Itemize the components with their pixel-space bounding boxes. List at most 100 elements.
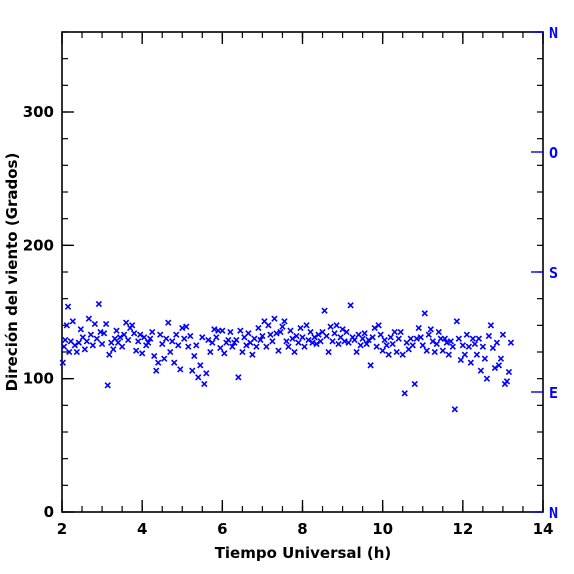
data-point [305, 336, 312, 344]
data-point [297, 324, 304, 332]
data-point [225, 336, 232, 344]
data-point-stroke [227, 328, 234, 336]
data-point-stroke [275, 347, 282, 354]
data-point-stroke [265, 322, 272, 329]
data-point-stroke [157, 331, 164, 338]
compass-label: S [549, 264, 558, 282]
data-point [85, 315, 93, 322]
data-point-stroke [110, 346, 117, 353]
data-point-stroke [323, 332, 330, 340]
data-point [377, 331, 384, 338]
data-point [281, 318, 288, 325]
data-point-stroke [381, 336, 388, 344]
data-point [287, 327, 294, 334]
data-point [120, 331, 128, 338]
data-point [373, 343, 380, 350]
data-point [483, 375, 491, 382]
data-point [339, 326, 346, 333]
data-point-stroke [75, 339, 83, 346]
data-point [491, 364, 499, 372]
data-point-stroke [211, 326, 218, 333]
data-point-stroke [449, 343, 456, 350]
data-point-stroke [267, 331, 274, 338]
data-point-stroke [139, 350, 146, 357]
data-point [363, 340, 370, 348]
data-point-stroke [209, 339, 216, 346]
data-point [104, 382, 111, 389]
data-point [132, 347, 140, 354]
data-point-stroke [161, 355, 168, 362]
data-point [118, 343, 126, 350]
data-point [469, 335, 477, 342]
data-point [116, 334, 124, 341]
data-point-stroke [193, 342, 200, 349]
data-point-stroke [475, 335, 483, 342]
data-point-stroke [507, 339, 515, 346]
data-point [447, 338, 454, 345]
data-point [433, 340, 440, 348]
data-point [497, 355, 505, 362]
data-point-stroke [197, 362, 204, 369]
data-point [289, 335, 296, 342]
data-point-stroke [299, 334, 306, 341]
data-point [351, 336, 358, 344]
data-point-stroke [100, 330, 108, 337]
data-point-stroke [77, 326, 85, 333]
data-point-stroke [171, 359, 178, 366]
data-point-stroke [114, 339, 122, 346]
data-point [145, 339, 152, 346]
data-point-stroke [319, 328, 326, 336]
data-point-stroke [367, 362, 374, 369]
data-point-stroke [497, 355, 505, 362]
data-point-stroke [397, 328, 404, 336]
x-tick-label: 10 [372, 520, 393, 538]
data-point-stroke [87, 331, 95, 338]
data-point [283, 338, 290, 345]
data-point-stroke [120, 331, 128, 338]
data-point [481, 355, 489, 362]
data-point-stroke [353, 348, 360, 356]
data-point [175, 342, 182, 349]
data-point-stroke [261, 318, 268, 325]
data-point [367, 362, 374, 369]
x-tick-label: 4 [137, 520, 147, 538]
data-point [130, 330, 138, 337]
data-point-stroke [225, 336, 232, 344]
data-point-stroke [235, 374, 242, 381]
data-point [63, 322, 70, 329]
data-point-stroke [89, 342, 97, 349]
data-point [69, 318, 76, 325]
data-point-stroke [239, 348, 246, 356]
data-point [323, 332, 330, 340]
data-point [451, 406, 458, 413]
data-point [371, 324, 378, 332]
data-point [277, 328, 284, 336]
data-point-stroke [83, 338, 91, 345]
x-tick-label: 8 [297, 520, 307, 538]
data-point-stroke [263, 343, 270, 350]
data-point [503, 378, 511, 385]
data-point-stroke [111, 335, 119, 342]
data-point-stroke [385, 351, 392, 358]
data-point-stroke [291, 348, 298, 356]
data-point-stroke [409, 342, 416, 349]
data-point [271, 315, 278, 322]
data-point-stroke [106, 351, 113, 358]
data-point [325, 348, 332, 356]
data-point [167, 348, 174, 356]
data-point [473, 351, 481, 358]
data-point-stroke [455, 335, 462, 342]
y-tick-label: 200 [23, 236, 54, 254]
data-point-stroke [335, 340, 342, 348]
data-point-stroke [423, 347, 430, 354]
data-point-stroke [287, 327, 294, 334]
data-point [201, 380, 208, 388]
data-point-stroke [118, 343, 126, 350]
data-point-stroke [459, 342, 466, 349]
data-point-stroke [447, 338, 454, 345]
data-point [445, 351, 452, 358]
data-point-stroke [151, 352, 158, 360]
data-point-stroke [387, 334, 394, 341]
data-point-stroke [141, 334, 148, 341]
data-point-stroke [441, 335, 448, 342]
